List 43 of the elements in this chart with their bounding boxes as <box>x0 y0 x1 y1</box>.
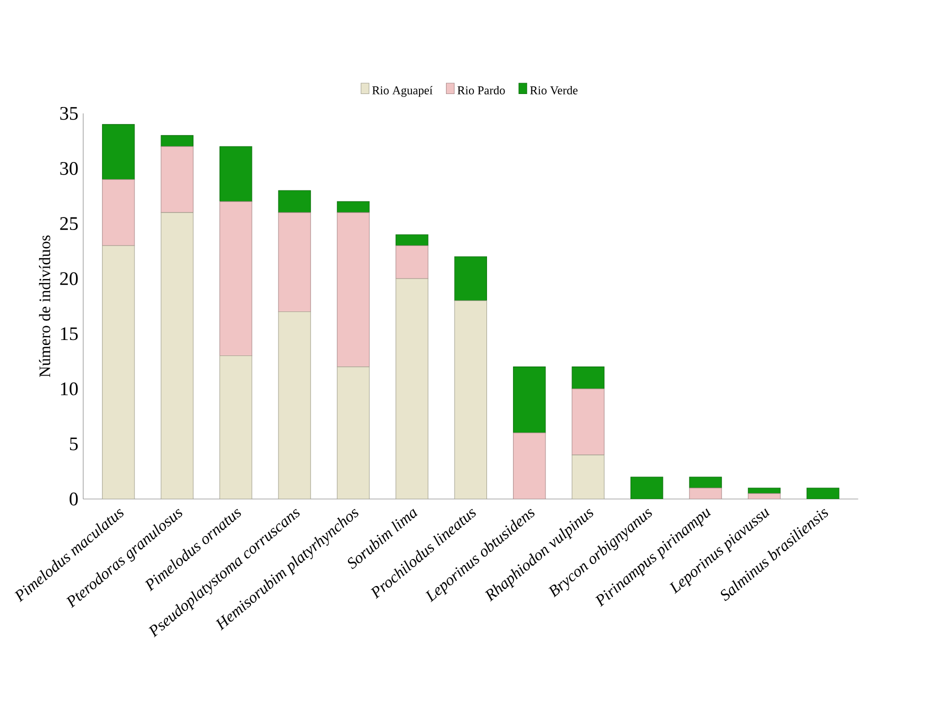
bar <box>219 146 252 202</box>
y-tick-label: 0 <box>70 492 78 506</box>
bar <box>160 212 194 500</box>
y-tick-label: 5 <box>70 438 78 450</box>
bar <box>806 488 840 500</box>
bar <box>102 179 135 246</box>
bar <box>219 356 252 500</box>
bar <box>160 135 194 147</box>
legend-label: Rio Aguapeí <box>372 86 433 97</box>
bar <box>513 432 546 500</box>
bar <box>689 476 722 488</box>
bar <box>102 245 135 500</box>
bar <box>748 488 781 494</box>
legend-label: Rio Pardo <box>458 86 505 95</box>
bar <box>572 366 604 390</box>
y-tick-label: 15 <box>61 327 78 340</box>
bar <box>572 454 604 500</box>
bar <box>748 493 781 500</box>
bar <box>278 312 311 500</box>
y-tick-label: 35 <box>60 107 78 120</box>
bar <box>102 124 135 180</box>
bar <box>278 212 311 312</box>
legend-label: Rio Verde <box>530 86 578 95</box>
y-tick-label: 20 <box>60 272 78 286</box>
bar <box>454 256 488 302</box>
bar <box>630 476 664 500</box>
y-tick-label: 25 <box>60 217 78 230</box>
bar <box>396 245 428 280</box>
bar <box>336 201 370 213</box>
bar <box>219 201 252 356</box>
bar <box>513 366 546 434</box>
y-tick-label: 10 <box>61 382 78 396</box>
bar <box>160 146 194 213</box>
bar <box>572 388 604 456</box>
bar <box>396 234 428 246</box>
y-tick-label: 30 <box>60 162 78 176</box>
bar <box>336 366 370 500</box>
y-axis-title: Número de indivíduos <box>38 236 50 378</box>
bar <box>689 488 722 500</box>
bar <box>278 190 311 213</box>
bar <box>454 300 488 500</box>
bar <box>336 212 370 368</box>
bar <box>396 278 428 500</box>
